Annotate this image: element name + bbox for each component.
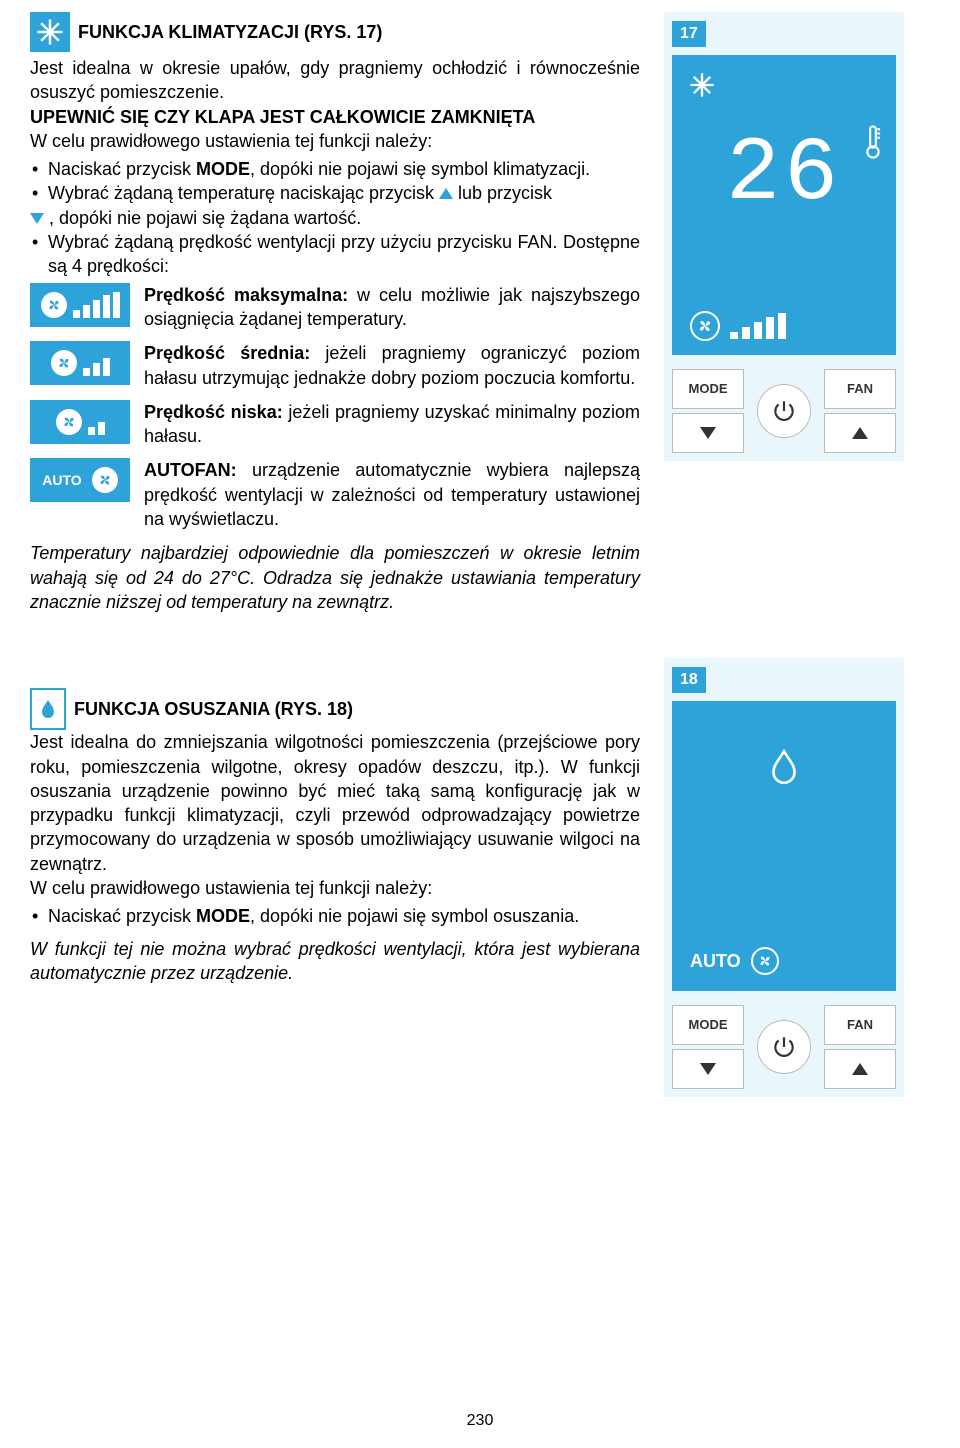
speed-auto-icon: AUTO (30, 458, 130, 502)
temp-down-icon (30, 213, 44, 224)
speed-auto-text: AUTOFAN: urządzenie automatycznie wybier… (144, 458, 640, 531)
auto-label: AUTO (690, 949, 741, 973)
fan-icon (41, 292, 67, 318)
panel-fig-17: 17 26 (664, 12, 904, 461)
display-screen: 26 (672, 55, 896, 355)
display-screen: AUTO (672, 701, 896, 991)
mode-button[interactable]: MODE (672, 1005, 744, 1045)
speed-max-icon (30, 283, 130, 327)
temp-down-button[interactable] (672, 413, 744, 453)
temperature-value: 26 (672, 115, 896, 237)
temp-up-icon (439, 188, 453, 199)
temp-down-button[interactable] (672, 1049, 744, 1089)
fan-button[interactable]: FAN (824, 369, 896, 409)
bullet: Naciskać przycisk MODE, dopóki nie pojaw… (30, 904, 640, 928)
speed-low-icon (30, 400, 130, 444)
section1-warning-body: W celu prawidłowego ustawienia tej funkc… (30, 129, 640, 153)
bullet: Wybrać żądaną prędkość wentylacji przy u… (30, 230, 640, 279)
fan-button[interactable]: FAN (824, 1005, 896, 1045)
panel-fig-18: 18 AUTO MODE (664, 658, 904, 1097)
power-button[interactable] (757, 1020, 811, 1074)
speed-low-text: Prędkość niska: jeżeli pragniemy uzyskać… (144, 400, 640, 449)
section2-body-a: Jest idealna do zmniejszania wilgotności… (30, 730, 640, 876)
snowflake-icon (688, 71, 716, 105)
fig-number: 18 (672, 667, 706, 693)
fan-speed-bars (730, 313, 786, 339)
fan-icon (690, 311, 720, 341)
fan-icon (51, 350, 77, 376)
speed-max-text: Prędkość maksymalna: w celu możliwie jak… (144, 283, 640, 332)
fan-icon (751, 947, 779, 975)
thermometer-icon (864, 125, 882, 165)
bullet: Naciskać przycisk MODE, dopóki nie pojaw… (30, 157, 640, 181)
section1-title: FUNKCJA KLIMATYZACJI (RYS. 17) (78, 20, 382, 44)
section2-body-b: W celu prawidłowego ustawienia tej funkc… (30, 876, 640, 900)
drop-icon (672, 739, 896, 801)
snowflake-icon (30, 12, 70, 52)
section1-note: Temperatury najbardziej odpowiednie dla … (30, 541, 640, 614)
mode-button[interactable]: MODE (672, 369, 744, 409)
section1-warning-title: UPEWNIĆ SIĘ CZY KLAPA JEST CAŁKOWICIE ZA… (30, 105, 640, 129)
fig-number: 17 (672, 21, 706, 47)
section2-title: FUNKCJA OSUSZANIA (RYS. 18) (74, 697, 353, 721)
temp-up-button[interactable] (824, 1049, 896, 1089)
section1-intro: Jest idealna w okresie upałów, gdy pragn… (30, 56, 640, 105)
bullet: Wybrać żądaną temperaturę naciskając prz… (30, 181, 640, 230)
fan-icon (56, 409, 82, 435)
power-button[interactable] (757, 384, 811, 438)
page-number: 230 (0, 1410, 960, 1432)
speed-med-text: Prędkość średnia: jeżeli pragniemy ogran… (144, 341, 640, 390)
fan-icon (92, 467, 118, 493)
section2-note: W funkcji tej nie można wybrać prędkości… (30, 937, 640, 986)
drop-icon (30, 688, 66, 730)
speed-med-icon (30, 341, 130, 385)
temp-up-button[interactable] (824, 413, 896, 453)
